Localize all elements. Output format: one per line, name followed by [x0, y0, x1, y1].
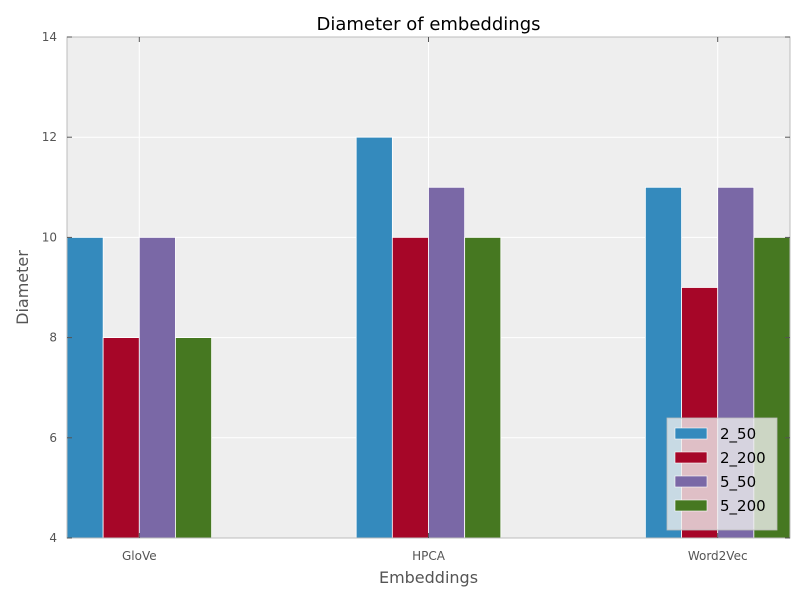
- bar-2_200-HPCA: [391, 236, 429, 539]
- bars: [66, 136, 791, 539]
- x-tick-label: Word2Vec: [688, 549, 748, 563]
- y-tick-label: 10: [42, 230, 57, 244]
- legend: 2_50 2_200 5_50 5_200: [666, 417, 778, 531]
- bar-5_50-GloVe: [138, 236, 176, 539]
- bar-2_50-HPCA: [355, 136, 393, 539]
- legend-label-5_200: 5_200: [720, 497, 766, 516]
- legend-swatch-2_200: [674, 451, 708, 464]
- legend-label-2_200: 2_200: [720, 449, 766, 468]
- x-tick-label: GloVe: [122, 549, 157, 563]
- y-axis-label: Diameter: [13, 250, 32, 325]
- bar-2_200-GloVe: [102, 337, 140, 539]
- y-tick-label: 14: [42, 30, 57, 44]
- bar-2_50-GloVe: [66, 236, 104, 539]
- legend-swatch-2_50: [674, 427, 708, 440]
- chart-title: Diameter of embeddings: [317, 14, 541, 35]
- y-tick-label: 6: [49, 431, 57, 445]
- y-tick-label: 12: [42, 130, 57, 144]
- legend-label-5_50: 5_50: [720, 473, 756, 492]
- legend-label-2_50: 2_50: [720, 425, 756, 444]
- axis-ticks: 4 6 8 10 12 14 GloVe HPCA Word2Vec: [42, 30, 790, 563]
- legend-swatch-5_200: [674, 499, 708, 512]
- y-tick-label: 8: [49, 331, 57, 345]
- bar-5_200-GloVe: [175, 337, 212, 539]
- x-tick-label: HPCA: [412, 549, 446, 563]
- x-axis-label: Embeddings: [379, 568, 478, 587]
- bar-5_50-HPCA: [428, 186, 466, 539]
- y-tick-label: 4: [49, 531, 57, 545]
- bar-5_200-HPCA: [464, 236, 502, 539]
- legend-swatch-5_50: [674, 475, 708, 488]
